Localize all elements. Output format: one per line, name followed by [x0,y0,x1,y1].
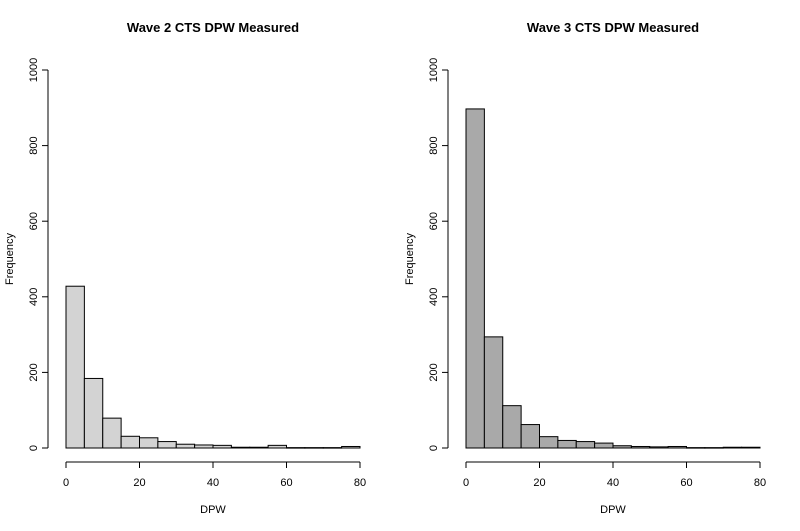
chart2-bar [722,446,743,449]
chart2-bar [520,424,540,449]
chart1-bar [175,443,196,449]
chart1-y-axis-label: Frequency [4,233,16,285]
chart2-y-tick-label: 800 [428,136,440,154]
chart1-y-tick-label: 400 [28,288,40,306]
chart1-bar [286,447,306,449]
chart2-y-tick-label: 200 [428,363,440,381]
chart2-y-tick-label: 400 [428,288,440,306]
chart1-x-tick-label: 40 [207,477,219,489]
chart2-x-tick-label: 20 [533,477,545,489]
chart2-bar [741,446,761,449]
chart1-bar [194,444,214,449]
chart1-bar [139,437,159,449]
chart2-x-tick-label: 80 [754,477,766,489]
chart2-bar [686,447,706,449]
chart2-bar [502,405,522,449]
chart2-x-tick-label: 60 [680,477,692,489]
chart1-title: Wave 2 CTS DPW Measured [127,20,299,35]
chart1-bar [249,446,269,449]
chart2-y-tick-label: 1000 [428,58,440,82]
chart1-bar [157,441,177,449]
chart1-bar [341,445,361,449]
chart2-bar [483,336,504,449]
chart2-y-axis-label: Frequency [404,233,416,285]
chart2-bar [594,442,614,449]
chart2-bar [539,436,559,449]
chart2-bar [667,445,687,449]
chart2-y-tick-label: 600 [428,212,440,230]
chart1-bar [212,444,232,449]
chart1-y-tick-label: 1000 [28,58,40,82]
chart2-title: Wave 3 CTS DPW Measured [527,20,699,35]
chart1-y-tick-label: 0 [28,445,40,451]
chart1-x-tick-label: 20 [133,477,145,489]
chart1-x-tick-label: 60 [280,477,292,489]
chart1-x-axis-label: DPW [200,504,226,516]
chart1-bar [65,285,85,449]
chart1-bar [267,444,287,449]
chart1-bar [230,446,251,449]
chart2-bar [575,441,596,449]
chart2-x-tick-label: 0 [463,477,469,489]
chart2-bar [612,445,632,449]
chart2-x-tick-label: 40 [607,477,619,489]
chart1-bar [102,417,122,449]
chart1-bar [322,447,343,449]
chart2-bar [630,445,651,449]
chart1-y-tick-label: 200 [28,363,40,381]
chart2-bar [465,108,485,449]
chart2-bar [557,439,577,449]
chart1-x-tick-label: 0 [63,477,69,489]
chart1-x-tick-label: 80 [354,477,366,489]
chart1-bar [83,377,104,449]
chart1-y-tick-label: 800 [28,136,40,154]
chart1-bar [304,447,324,449]
chart2-bar [704,447,724,449]
chart1-y-tick-label: 600 [28,212,40,230]
chart2-y-tick-label: 0 [428,445,440,451]
chart1-bar [120,435,140,449]
chart2-bar [649,446,669,449]
chart2-x-axis-label: DPW [600,504,626,516]
